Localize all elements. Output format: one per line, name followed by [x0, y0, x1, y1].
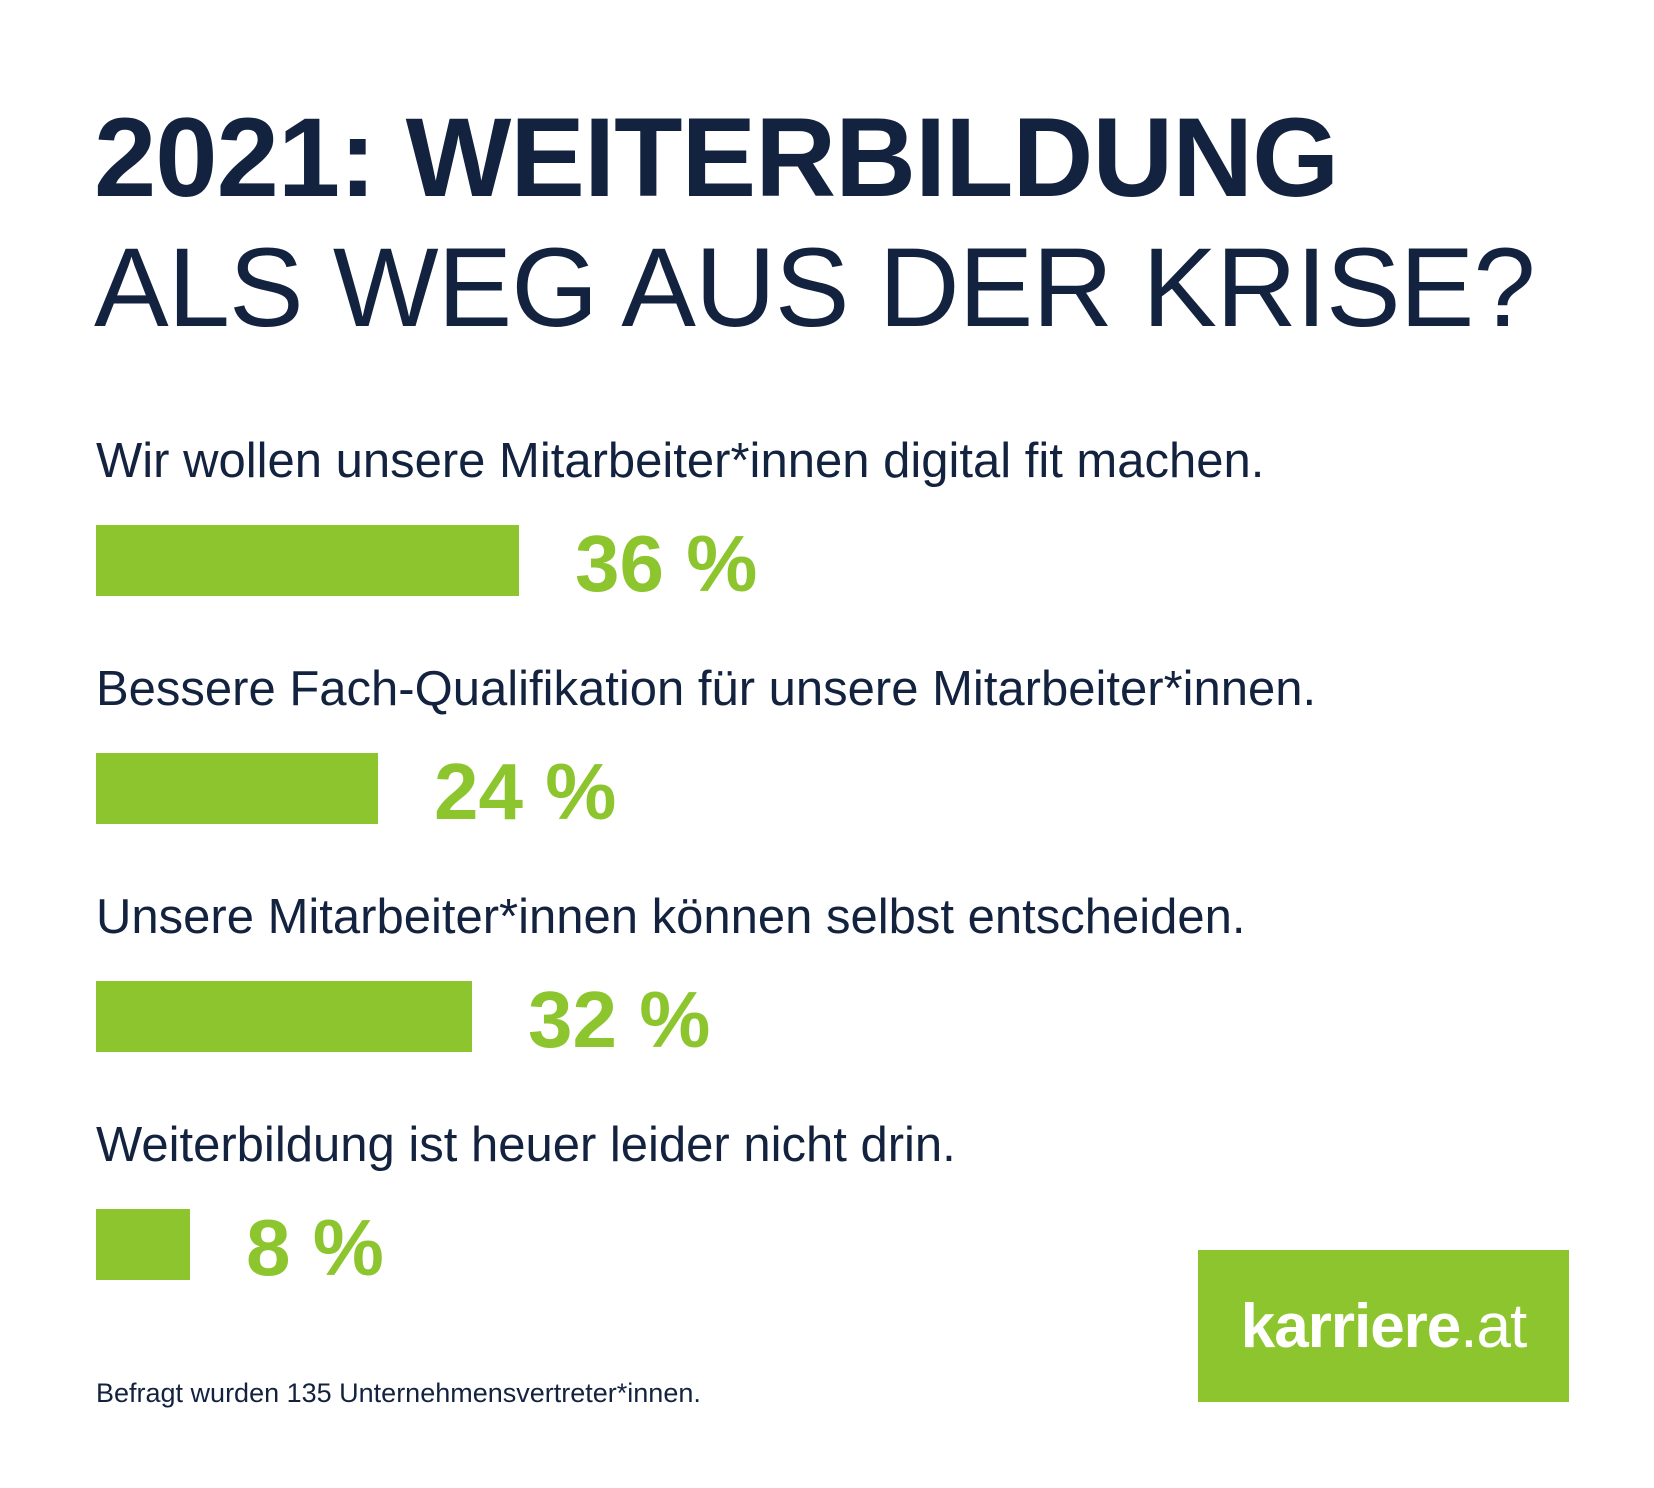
value-label: 8 %	[246, 1203, 384, 1292]
category-label: Wir wollen unsere Mitarbeiter*innen digi…	[96, 434, 1265, 488]
logo-tld: .at	[1460, 1291, 1527, 1361]
bar	[96, 981, 472, 1052]
logo-wordmark: karriere.at	[1240, 1291, 1527, 1362]
bar	[96, 525, 519, 596]
value-label: 32 %	[528, 975, 711, 1064]
category-label: Bessere Fach-Qualifikation für unsere Mi…	[96, 662, 1317, 716]
value-label: 24 %	[434, 747, 617, 836]
page-title-light: ALS WEG AUS DER KRISE?	[94, 225, 1536, 350]
category-label: Weiterbildung ist heuer leider nicht dri…	[96, 1118, 956, 1172]
bar	[96, 753, 378, 824]
bar	[96, 1209, 190, 1280]
value-label: 36 %	[575, 519, 758, 608]
logo-name: karriere	[1240, 1291, 1462, 1361]
category-label: Unsere Mitarbeiter*innen können selbst e…	[96, 890, 1246, 944]
footnote: Befragt wurden 135 Unternehmensvertreter…	[96, 1378, 701, 1408]
karriere-logo: karriere.at	[1198, 1250, 1569, 1402]
page-title-bold: 2021: WEITERBILDUNG	[94, 95, 1339, 220]
